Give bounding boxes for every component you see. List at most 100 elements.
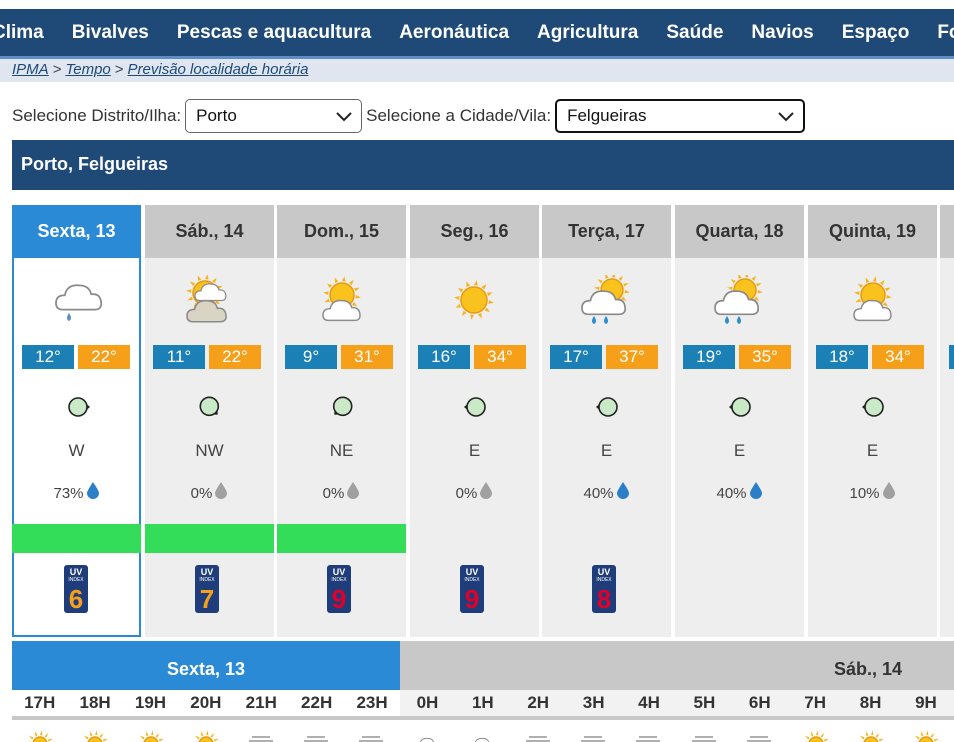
precipitation-value: 0% <box>455 485 478 502</box>
breadcrumb-link-tempo[interactable]: Tempo <box>65 61 111 78</box>
precipitation-drop-icon <box>480 482 493 499</box>
daily-forecast: Sexta, 13 12° 22° W 73% UV INDEX 6 Sáb., 14… <box>12 205 954 641</box>
temp-max: 22° <box>209 345 261 369</box>
precipitation-probability: 0% <box>145 481 274 502</box>
temp-min: 18° <box>816 345 868 369</box>
precipitation-drop-icon <box>347 482 360 499</box>
day-header[interactable]: Quinta, 19 <box>808 205 937 258</box>
nav-item-espaco[interactable]: Espaço <box>841 21 910 43</box>
precipitation-probability: 73% <box>14 481 139 502</box>
hour-label: 1H <box>455 690 511 718</box>
temp-max: 31° <box>341 345 393 369</box>
nav-item-agricultura[interactable]: Agricultura <box>537 21 639 43</box>
nav-bar: Clima Bivalves Pescas e aquacultura Aero… <box>0 9 954 56</box>
nav-item-navios[interactable]: Navios <box>751 21 814 43</box>
wind-east-icon <box>464 397 486 417</box>
cidade-select-value: Felgueiras <box>567 106 647 125</box>
fog-icon <box>359 736 384 742</box>
breadcrumb-link-previsao[interactable]: Previsão localidade horária <box>127 61 309 78</box>
hourly-day-selected[interactable]: Sexta, 13 <box>12 641 400 690</box>
hourly-day-header: Sexta, 13 Sáb., 14 <box>12 641 954 690</box>
fog-icon <box>248 736 273 742</box>
uv-label: UV <box>598 567 611 577</box>
day-column[interactable]: Sáb., 14 11° 22° NW 0% UV INDEX 7 <box>145 205 274 637</box>
day-header[interactable]: Sexta, 13 <box>12 205 141 258</box>
day-header[interactable]: Dom., 15 <box>277 205 406 258</box>
uv-label: UV <box>201 567 214 577</box>
uv-sublabel: INDEX <box>331 577 347 583</box>
cidade-label: Selecione a Cidade/Vila: <box>366 106 552 125</box>
cloudy-sun-icon <box>186 275 227 323</box>
hour-label: 9H <box>898 690 954 718</box>
precipitation-value: 73% <box>53 485 84 502</box>
hour-label: 19H <box>122 690 179 718</box>
wind-direction: NW <box>195 441 224 460</box>
nav-item-bivalves[interactable]: Bivalves <box>71 21 149 43</box>
sun-cloud-icon <box>859 730 884 742</box>
temp-min: 9° <box>285 345 337 369</box>
day-column[interactable]: Quinta, 19 18° 34° E 10% <box>808 205 937 637</box>
chevron-down-icon <box>336 112 352 122</box>
temp-max: 34° <box>872 345 924 369</box>
temp-max: 22° <box>78 345 130 369</box>
day-column-partial <box>940 205 954 637</box>
nav-item-pescas[interactable]: Pescas e aquacultura <box>176 21 372 43</box>
precipitation-probability: 10% <box>808 481 937 502</box>
uv-value: 9 <box>465 584 479 613</box>
sun-icon <box>454 280 494 320</box>
uv-sublabel: INDEX <box>199 577 215 583</box>
nav-item-fogos[interactable]: Fogos <box>937 21 954 43</box>
precipitation-drop-icon <box>86 482 99 499</box>
hourly-day-next[interactable]: Sáb., 14 <box>400 641 954 690</box>
day-column[interactable]: Quarta, 18 19° 35° E 40% <box>675 205 804 637</box>
nav-item-aeronautica[interactable]: Aeronáutica <box>399 21 510 43</box>
hour-label: 8H <box>842 690 899 718</box>
precipitation-probability: 0% <box>410 481 539 502</box>
day-header[interactable]: Sáb., 14 <box>145 205 274 258</box>
cidade-select[interactable]: Felgueiras <box>555 99 806 133</box>
precipitation-drop-icon <box>882 482 895 499</box>
day-header[interactable]: Seg., 16 <box>410 205 539 258</box>
nav-accent-line <box>0 56 954 60</box>
nav-item-saude[interactable]: Saúde <box>666 21 724 43</box>
temp-min: 11° <box>153 345 205 369</box>
uv-label: UV <box>70 567 83 577</box>
day-column[interactable]: Terça, 17 17° 37° E 40% UV INDEX 8 <box>542 205 671 637</box>
hour-label: 4H <box>621 690 677 718</box>
distrito-select[interactable]: Porto <box>185 99 363 133</box>
wind-direction: E <box>866 441 879 460</box>
temp-min: 16° <box>418 345 470 369</box>
breadcrumb: IPMA > Tempo > Previsão localidade horária <box>0 59 954 82</box>
day-header[interactable]: Terça, 17 <box>542 205 671 258</box>
day-column[interactable]: Dom., 15 9° 31° NE 0% UV INDEX 9 <box>277 205 406 637</box>
wind-direction: E <box>733 441 746 460</box>
precipitation-probability: 40% <box>675 481 804 502</box>
precipitation-value: 40% <box>583 485 614 502</box>
fog-icon <box>747 736 772 742</box>
status-bar <box>277 524 406 553</box>
precipitation-value: 0% <box>322 485 345 502</box>
sun-cloud-icon <box>853 276 892 322</box>
precipitation-value: 0% <box>190 485 213 502</box>
day-column[interactable]: Sexta, 13 12° 22° W 73% UV INDEX 6 <box>12 205 141 637</box>
hourly-icons-row <box>12 728 954 742</box>
distrito-label: Selecione Distrito/Ilha: <box>12 106 182 125</box>
nav-item-clima[interactable]: Clima <box>0 21 44 43</box>
day-column[interactable]: Seg., 16 16° 34° E 0% UV INDEX 9 <box>410 205 539 637</box>
hour-label: 2H <box>510 690 566 718</box>
breadcrumb-link-ipma[interactable]: IPMA <box>12 61 49 78</box>
wind-northeast-icon <box>332 396 353 417</box>
hour-label: 3H <box>565 690 622 718</box>
precipitation-value: 10% <box>849 485 880 502</box>
hourly-hours-row: 17H 18H 19H 20H 21H 22H 23H 0H 1H 2H 3H 4H 5H 6H 7H 8H 9… <box>12 690 954 718</box>
day-header[interactable]: Quarta, 18 <box>675 205 804 258</box>
status-bar <box>145 524 274 553</box>
precipitation-drop-icon <box>616 482 629 499</box>
uv-sublabel: INDEX <box>464 577 480 583</box>
uv-index-icon: UV INDEX 9 <box>460 565 484 613</box>
uv-sublabel: INDEX <box>596 577 612 583</box>
wind-direction: W <box>68 441 85 460</box>
uv-value: 6 <box>69 584 83 613</box>
rain-cloud-icon <box>55 284 103 321</box>
sun-cloud-icon <box>194 730 220 742</box>
